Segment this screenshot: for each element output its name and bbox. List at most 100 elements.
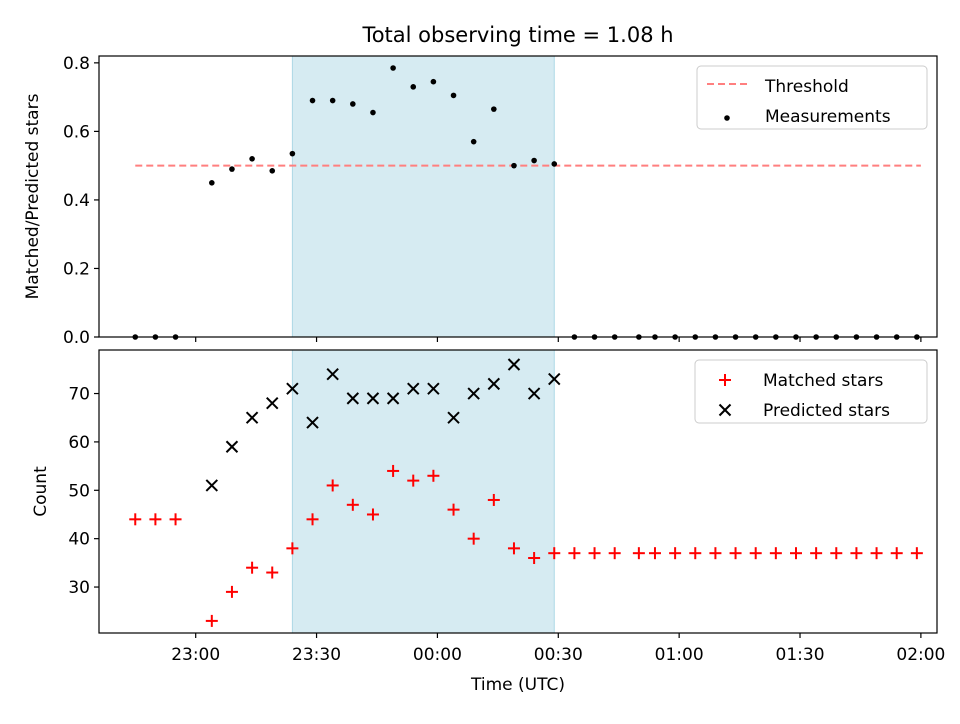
x-tick-label: 00:30 bbox=[534, 645, 583, 665]
observing-window-shade bbox=[291, 350, 555, 633]
predicted-star-marker bbox=[487, 377, 501, 391]
predicted-star-marker bbox=[225, 440, 239, 453]
matched-star-marker bbox=[225, 585, 238, 598]
axes-frame bbox=[98, 349, 938, 634]
y-tick-label: 0.2 bbox=[63, 259, 90, 279]
axes-frame bbox=[98, 55, 938, 338]
matched-star-marker bbox=[548, 547, 561, 560]
legend-matched-swatch bbox=[719, 374, 731, 386]
x-tick-label: 02:00 bbox=[896, 645, 945, 665]
legend: Threshold Measurements bbox=[696, 65, 928, 130]
chart-title: Total observing time = 1.08 h bbox=[361, 23, 673, 47]
predicted-star-marker bbox=[266, 397, 279, 410]
matched-star-marker bbox=[366, 508, 379, 521]
x-tick-label: 23:00 bbox=[171, 645, 220, 665]
measurement-point bbox=[470, 138, 477, 145]
y-tick-label: 0.0 bbox=[63, 328, 90, 348]
measurement-point bbox=[370, 109, 376, 116]
measurement-point bbox=[410, 84, 417, 90]
y-tick-label: 40 bbox=[68, 530, 90, 550]
matched-star-marker bbox=[810, 547, 823, 560]
matched-star-marker bbox=[850, 547, 863, 560]
observing-window-shade bbox=[291, 56, 555, 337]
matched-star-marker bbox=[407, 474, 420, 487]
predicted-star-marker bbox=[366, 392, 380, 405]
measurement-point bbox=[511, 162, 517, 169]
matched-star-marker bbox=[648, 547, 661, 560]
matched-star-marker bbox=[830, 547, 843, 560]
matched-star-marker bbox=[467, 532, 480, 545]
plot-area bbox=[291, 350, 555, 633]
measurement-point bbox=[390, 65, 396, 71]
matched-star-marker bbox=[387, 464, 400, 477]
matched-star-marker bbox=[910, 547, 923, 560]
matched-star-marker bbox=[608, 547, 621, 560]
x-tick-label: 23:30 bbox=[292, 645, 341, 665]
matched-star-marker bbox=[528, 552, 541, 565]
measurement-point bbox=[249, 156, 255, 162]
y-tick-label: 50 bbox=[68, 481, 90, 501]
matched-star-marker bbox=[890, 547, 903, 560]
matched-star-marker bbox=[205, 614, 218, 627]
predicted-star-marker bbox=[286, 382, 299, 395]
measurement-point bbox=[350, 101, 356, 107]
y-tick-label: 0.8 bbox=[63, 54, 90, 74]
matched-star-marker bbox=[487, 493, 500, 506]
measurement-point bbox=[450, 92, 457, 99]
matched-star-marker bbox=[246, 561, 259, 574]
matched-star-marker bbox=[149, 513, 162, 526]
matched-star-marker bbox=[306, 513, 319, 526]
matched-star-marker bbox=[447, 503, 460, 516]
matched-star-marker bbox=[286, 542, 299, 555]
plot-area bbox=[135, 56, 921, 337]
predicted-star-marker bbox=[507, 358, 521, 371]
y-axis-label: Matched/Predicted stars bbox=[23, 93, 43, 299]
legend-predicted-swatch bbox=[718, 403, 732, 417]
matched-star-marker bbox=[669, 547, 682, 560]
predicted-star-marker bbox=[548, 372, 561, 386]
predicted-star-marker bbox=[386, 392, 400, 405]
matched-star-marker bbox=[568, 547, 581, 560]
matched-star-marker bbox=[789, 547, 802, 560]
predicted-star-marker bbox=[407, 382, 420, 395]
y-axis-label: Count bbox=[31, 466, 51, 517]
matched-star-marker bbox=[326, 479, 339, 492]
measurement-point bbox=[551, 161, 558, 167]
legend-label: Measurements bbox=[765, 107, 891, 127]
measurement-point bbox=[289, 150, 296, 157]
matched-star-marker bbox=[749, 547, 762, 560]
x-tick-label: 01:00 bbox=[655, 645, 704, 665]
x-tick-label: 00:00 bbox=[413, 645, 462, 665]
matched-star-marker bbox=[266, 566, 279, 579]
x-tick-label: 01:30 bbox=[776, 645, 825, 665]
bottom-panel: 30 40 50 60 70 23:00 23:30 00:00 00:30 01:00 01:30… bbox=[31, 349, 945, 665]
y-tick-label: 70 bbox=[68, 385, 90, 405]
measurement-point bbox=[491, 106, 497, 112]
legend-measurement-swatch bbox=[724, 115, 730, 121]
predicted-star-marker bbox=[205, 479, 219, 492]
matched-star-marker bbox=[588, 547, 601, 560]
x-axis-label: Time (UTC) bbox=[470, 675, 565, 695]
matched-star-marker bbox=[632, 547, 645, 560]
measurement-point bbox=[229, 166, 235, 172]
predicted-star-marker bbox=[447, 411, 460, 424]
measurement-point bbox=[531, 157, 537, 164]
legend-label: Matched stars bbox=[763, 371, 883, 391]
matched-star-marker bbox=[346, 498, 359, 511]
predicted-star-marker bbox=[427, 382, 440, 395]
legend-label: Threshold bbox=[764, 77, 849, 97]
y-tick-label: 0.6 bbox=[63, 122, 90, 142]
measurement-point bbox=[430, 78, 437, 85]
top-panel: 0.0 0.2 0.4 0.6 0.8 Matched/Predicted stars Th… bbox=[23, 54, 938, 348]
predicted-star-marker bbox=[245, 411, 259, 424]
y-tick-label: 30 bbox=[68, 578, 90, 598]
matched-star-marker bbox=[169, 513, 182, 526]
predicted-star-marker bbox=[326, 367, 339, 381]
y-tick-label: 60 bbox=[68, 433, 90, 453]
matched-star-marker bbox=[709, 547, 722, 560]
legend-label: Predicted stars bbox=[763, 401, 890, 421]
matched-star-marker bbox=[870, 547, 883, 560]
matched-star-marker bbox=[689, 547, 702, 560]
matched-star-marker bbox=[769, 547, 782, 560]
